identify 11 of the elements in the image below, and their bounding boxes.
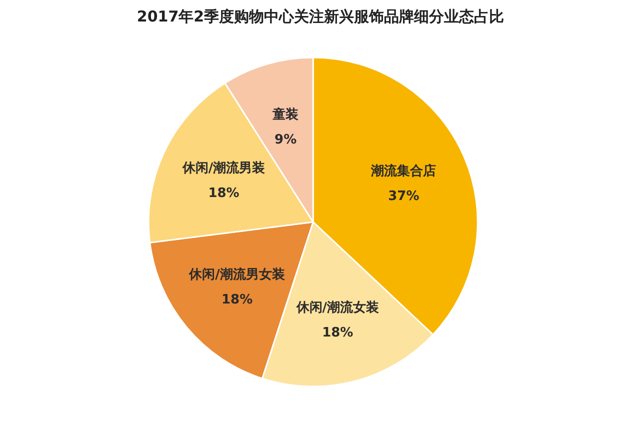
slice-label: 潮流集合店 xyxy=(370,162,436,179)
chart-title: 2017年2季度购物中心关注新兴服饰品牌细分业态占比 xyxy=(136,8,504,26)
data-label: 37% xyxy=(388,188,420,204)
data-label: 9% xyxy=(274,132,297,148)
slice-label: 童装 xyxy=(272,106,299,123)
data-label: 18% xyxy=(322,325,354,340)
slice-label: 休闲/潮流女装 xyxy=(295,299,380,316)
slice-label: 休闲/潮流男装 xyxy=(181,160,266,176)
data-label: 18% xyxy=(221,292,253,308)
slice-label: 休闲/潮流男女装 xyxy=(188,266,285,282)
data-label: 18% xyxy=(208,186,240,202)
